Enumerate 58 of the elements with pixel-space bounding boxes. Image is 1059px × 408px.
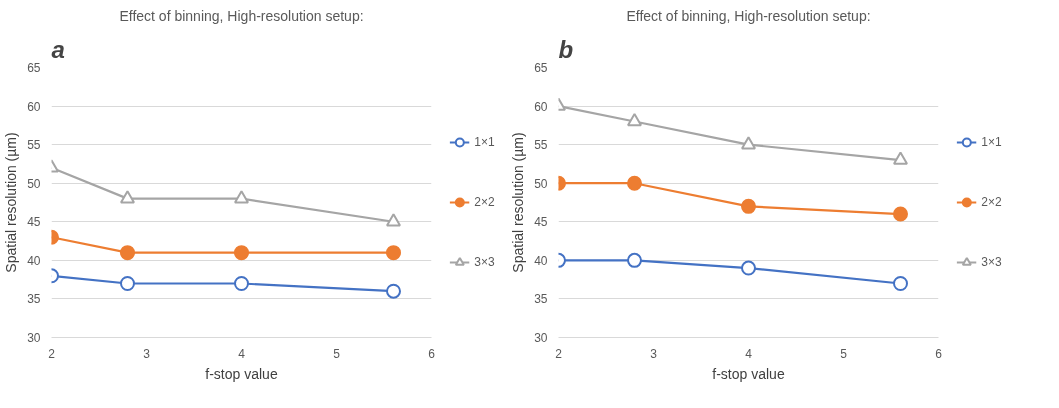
point [741, 260, 756, 276]
legend-label: 1×1 [981, 135, 1002, 149]
y-axis-title: Spatial resolution (µm) [3, 132, 20, 273]
x-tick-label: 6 [428, 346, 436, 361]
x-axis-title: f-stop value [712, 365, 785, 382]
x-tick-label: 3 [650, 346, 658, 361]
point [386, 213, 401, 227]
y-tick-label: 30 [534, 331, 548, 345]
point [234, 276, 249, 291]
legend-label: 1×1 [474, 135, 495, 149]
point [234, 190, 249, 204]
x-axis-title: f-stop value [205, 365, 278, 382]
y-axis-title: Spatial resolution (µm) [510, 132, 527, 273]
y-tick-label: 40 [534, 253, 548, 268]
point [893, 206, 908, 222]
y-tick-label: 60 [534, 99, 548, 114]
y-tick-label: 30 [27, 331, 41, 345]
legend-label: 3×3 [474, 255, 495, 269]
y-tick-label: 45 [27, 215, 41, 230]
y-tick-label: 50 [27, 176, 41, 191]
y-tick-label: 55 [534, 138, 548, 153]
y-tick-label: 35 [27, 292, 41, 307]
point [627, 252, 642, 268]
y-tick-label: 55 [27, 138, 41, 153]
point [386, 245, 401, 261]
legend-label: 3×3 [981, 255, 1002, 269]
x-tick-label: 2 [48, 346, 56, 361]
x-tick-label: 4 [238, 346, 246, 361]
legend-label: 2×2 [474, 195, 495, 209]
y-tick-label: 65 [534, 61, 548, 75]
y-tick-label: 40 [27, 253, 41, 268]
point [627, 112, 642, 127]
x-tick-label: 5 [840, 346, 848, 361]
y-tick-label: 65 [27, 61, 41, 75]
chart-title: Effect of binning, High-resolution setup: [119, 7, 364, 24]
x-tick-label: 3 [143, 346, 151, 361]
point [120, 245, 135, 261]
point [741, 136, 756, 150]
text: b [558, 35, 574, 63]
y-tick-label: 35 [534, 292, 548, 307]
point [234, 245, 249, 261]
point [386, 283, 401, 299]
y-tick-label: 45 [534, 215, 548, 230]
legend-label: 2×2 [981, 195, 1002, 209]
y-tick-label: 50 [534, 176, 548, 191]
text: a [51, 35, 65, 63]
x-tick-label: 5 [333, 346, 341, 361]
point [741, 198, 756, 214]
point [120, 190, 135, 204]
point [120, 276, 135, 291]
point [893, 276, 908, 291]
chart-title: Effect of binning, High-resolution setup: [626, 7, 871, 24]
y-tick-label: 60 [27, 99, 41, 114]
x-tick-label: 6 [935, 346, 943, 361]
x-tick-label: 2 [555, 346, 563, 361]
point [627, 175, 642, 191]
x-tick-label: 4 [745, 346, 753, 361]
point [893, 151, 908, 165]
